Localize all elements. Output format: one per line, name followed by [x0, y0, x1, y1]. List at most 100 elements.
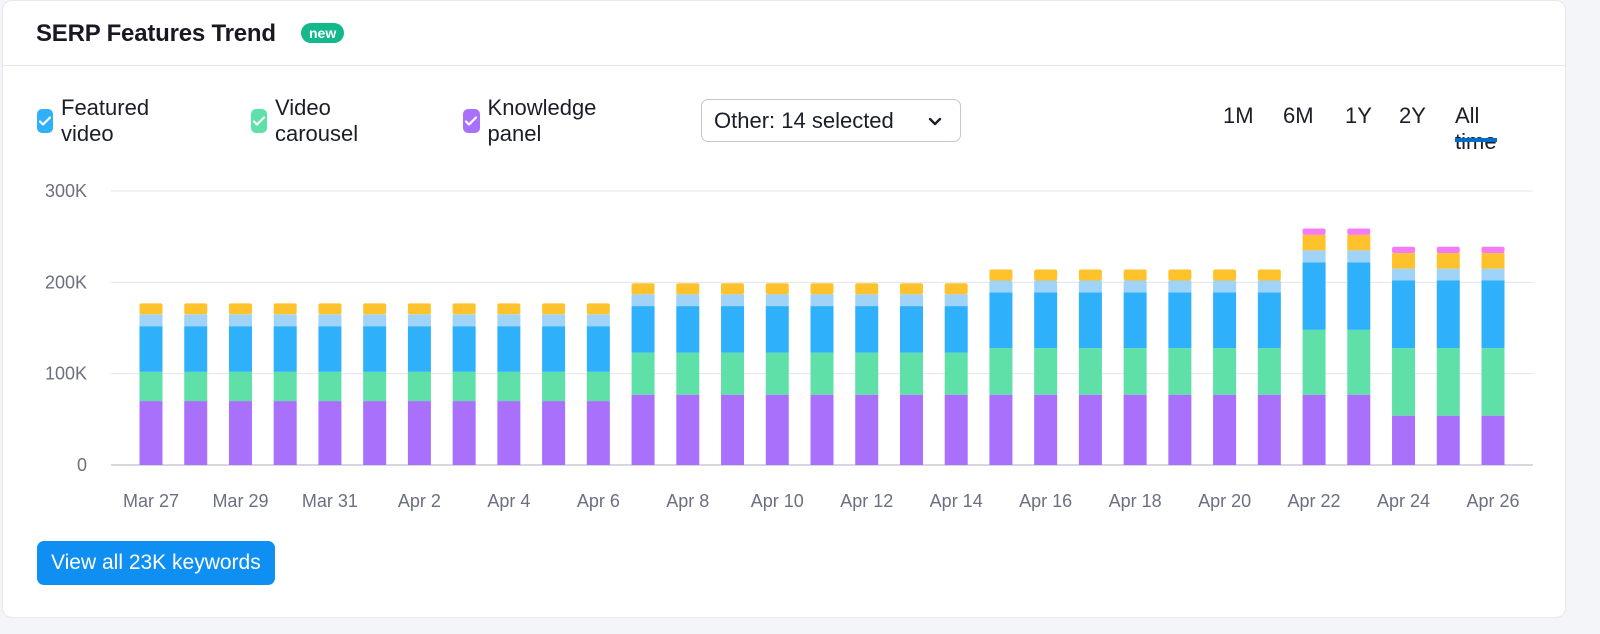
bar-segment[interactable] — [855, 294, 879, 307]
bar-segment[interactable] — [631, 306, 655, 353]
bar-segment[interactable] — [721, 394, 745, 465]
bar-segment[interactable] — [1481, 348, 1505, 416]
legend-knowledge-panel[interactable]: Knowledge panel — [463, 95, 604, 146]
bar-segment[interactable] — [184, 314, 208, 327]
bar-segment[interactable] — [855, 306, 879, 353]
bar-segment[interactable] — [765, 294, 789, 307]
bar-segment[interactable] — [497, 371, 521, 402]
range-all-time[interactable]: All time — [1455, 103, 1497, 154]
bar-segment[interactable] — [318, 303, 342, 315]
bar-segment[interactable] — [944, 283, 968, 295]
bar-segment[interactable] — [542, 303, 566, 315]
bar-segment[interactable] — [497, 314, 521, 327]
bar-segment[interactable] — [363, 371, 387, 402]
bar-segment[interactable] — [989, 394, 1013, 465]
bar-segment[interactable] — [1257, 292, 1281, 349]
bar-segment[interactable] — [1347, 228, 1371, 235]
bar-segment[interactable] — [586, 401, 610, 465]
bar-segment[interactable] — [1123, 280, 1147, 293]
bar-segment[interactable] — [810, 352, 834, 395]
bar-segment[interactable] — [1302, 250, 1326, 263]
bar-segment[interactable] — [989, 280, 1013, 293]
bar-segment[interactable] — [1347, 262, 1371, 330]
bar-segment[interactable] — [676, 394, 700, 465]
bar-segment[interactable] — [407, 326, 431, 372]
bar-segment[interactable] — [810, 283, 834, 295]
bar-segment[interactable] — [631, 352, 655, 395]
bar-segment[interactable] — [989, 269, 1013, 281]
bar-segment[interactable] — [586, 371, 610, 402]
range-1m[interactable]: 1M — [1223, 103, 1254, 128]
bar-segment[interactable] — [363, 326, 387, 372]
bar-segment[interactable] — [452, 326, 476, 372]
bar-segment[interactable] — [944, 294, 968, 307]
bar-segment[interactable] — [228, 303, 252, 315]
bar-segment[interactable] — [363, 314, 387, 327]
bar-segment[interactable] — [363, 401, 387, 465]
bar-segment[interactable] — [318, 401, 342, 465]
bar-segment[interactable] — [1168, 292, 1192, 349]
bar-segment[interactable] — [765, 352, 789, 395]
bar-segment[interactable] — [1302, 329, 1326, 395]
bar-segment[interactable] — [631, 283, 655, 295]
bar-segment[interactable] — [586, 326, 610, 372]
bar-segment[interactable] — [1257, 280, 1281, 293]
bar-segment[interactable] — [1168, 394, 1192, 465]
bar-segment[interactable] — [273, 303, 297, 315]
bar-segment[interactable] — [1347, 394, 1371, 465]
bar-segment[interactable] — [1257, 394, 1281, 465]
bar-segment[interactable] — [676, 283, 700, 295]
bar-segment[interactable] — [1034, 292, 1058, 349]
range-2y[interactable]: 2Y — [1399, 103, 1426, 128]
bar-segment[interactable] — [586, 314, 610, 327]
bar-segment[interactable] — [1034, 394, 1058, 465]
bar-segment[interactable] — [721, 283, 745, 295]
checkbox-checked-icon[interactable] — [463, 109, 480, 133]
bar-segment[interactable] — [273, 401, 297, 465]
bar-segment[interactable] — [1078, 348, 1102, 395]
checkbox-checked-icon[interactable] — [37, 109, 53, 133]
bar-segment[interactable] — [1123, 348, 1147, 395]
bar-segment[interactable] — [452, 371, 476, 402]
bar-segment[interactable] — [765, 306, 789, 353]
bar-segment[interactable] — [1481, 268, 1505, 281]
bar-segment[interactable] — [228, 401, 252, 465]
bar-segment[interactable] — [1302, 394, 1326, 465]
bar-segment[interactable] — [1347, 234, 1371, 251]
bar-segment[interactable] — [497, 401, 521, 465]
bar-segment[interactable] — [184, 371, 208, 402]
bar-segment[interactable] — [1392, 348, 1416, 416]
bar-segment[interactable] — [497, 303, 521, 315]
bar-segment[interactable] — [1213, 394, 1237, 465]
bar-segment[interactable] — [497, 326, 521, 372]
bar-segment[interactable] — [721, 352, 745, 395]
bar-segment[interactable] — [944, 306, 968, 353]
bar-segment[interactable] — [1213, 269, 1237, 281]
bar-segment[interactable] — [184, 401, 208, 465]
range-6m[interactable]: 6M — [1283, 103, 1314, 128]
bar-segment[interactable] — [1302, 234, 1326, 251]
bar-segment[interactable] — [1392, 415, 1416, 465]
bar-segment[interactable] — [1436, 348, 1460, 416]
bar-segment[interactable] — [542, 401, 566, 465]
bar-segment[interactable] — [273, 371, 297, 402]
bar-segment[interactable] — [1034, 269, 1058, 281]
bar-segment[interactable] — [1392, 246, 1416, 254]
bar-segment[interactable] — [989, 348, 1013, 395]
bar-segment[interactable] — [452, 314, 476, 327]
bar-segment[interactable] — [631, 294, 655, 307]
bar-segment[interactable] — [1436, 253, 1460, 269]
legend-featured-video[interactable]: Featured video — [37, 95, 157, 146]
bar-segment[interactable] — [1481, 253, 1505, 269]
bar-segment[interactable] — [139, 314, 163, 327]
bar-segment[interactable] — [1078, 280, 1102, 293]
bar-segment[interactable] — [899, 283, 923, 295]
bar-segment[interactable] — [810, 306, 834, 353]
bar-segment[interactable] — [1347, 329, 1371, 395]
bar-segment[interactable] — [676, 352, 700, 395]
bar-segment[interactable] — [1257, 269, 1281, 281]
bar-segment[interactable] — [631, 394, 655, 465]
bar-segment[interactable] — [765, 394, 789, 465]
bar-segment[interactable] — [318, 314, 342, 327]
legend-video-carousel[interactable]: Video carousel — [251, 95, 366, 146]
